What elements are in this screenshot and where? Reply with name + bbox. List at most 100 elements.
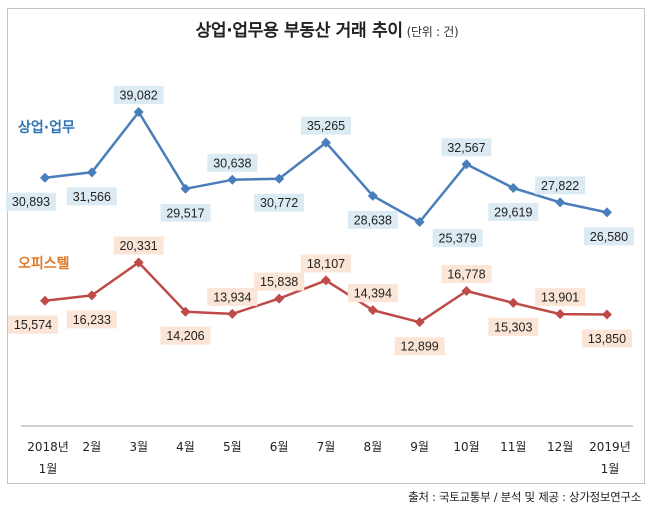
data-label-background <box>441 265 492 284</box>
data-point-marker <box>461 286 472 297</box>
series-layer: 상업·업무 30,893 31,566 39,082 29,517 30,638 30,77… <box>6 86 634 356</box>
data-label: 15,574 <box>14 318 52 332</box>
data-label-background <box>441 138 492 157</box>
series-name-label: 상업·업무 <box>18 120 75 136</box>
data-label-background <box>113 236 164 255</box>
data-point-marker <box>555 309 566 320</box>
data-label-background <box>581 329 632 348</box>
data-point-marker <box>180 183 191 194</box>
x-tick-label: 10월 <box>453 440 479 454</box>
data-label: 20,331 <box>120 239 158 253</box>
data-point-marker <box>508 182 519 193</box>
data-point-marker <box>180 306 191 317</box>
data-point-marker <box>274 293 285 304</box>
x-tick-label: 6월 <box>270 440 289 454</box>
data-label: 13,901 <box>541 291 579 305</box>
data-label-background <box>254 193 305 212</box>
data-label-background <box>583 227 634 246</box>
data-label: 15,838 <box>260 275 298 289</box>
data-label: 12,899 <box>401 340 439 354</box>
data-point-marker <box>133 107 144 117</box>
data-label-background <box>347 284 398 303</box>
x-tick-label: 2018년 <box>27 440 69 454</box>
data-label-background <box>300 254 351 273</box>
data-label: 29,619 <box>494 205 532 219</box>
x-tick-label: 8월 <box>363 440 382 454</box>
data-point-marker <box>601 207 612 218</box>
data-point-marker <box>274 173 285 184</box>
data-point-marker <box>555 197 566 208</box>
data-label: 18,107 <box>307 257 345 271</box>
series-name-label: 오피스텔 <box>18 256 70 272</box>
data-label: 28,638 <box>354 213 392 227</box>
x-tick-label: 3월 <box>129 440 148 454</box>
data-label: 14,206 <box>166 329 204 343</box>
data-label-background <box>160 326 211 345</box>
data-label-background <box>66 310 117 329</box>
data-label-background <box>207 153 258 172</box>
data-label: 14,394 <box>354 287 392 301</box>
chart-title: 상업·업무용 부동산 거래 추이 (단위 : 건) <box>0 16 654 41</box>
data-label-background <box>207 287 258 306</box>
x-tick-label: 4월 <box>176 440 195 454</box>
data-point-marker <box>601 309 612 320</box>
data-point-marker <box>40 172 50 183</box>
data-point-marker <box>367 305 378 316</box>
data-label: 26,580 <box>590 230 628 244</box>
data-label-background <box>113 86 164 104</box>
data-label: 31,566 <box>73 190 111 204</box>
x-tick-label: 1월 <box>601 462 620 476</box>
data-point-marker <box>86 290 97 301</box>
data-point-marker <box>414 317 425 328</box>
x-tick-label: 2월 <box>82 440 101 454</box>
data-point-marker <box>227 174 238 185</box>
data-label-background <box>394 337 445 356</box>
data-label: 15,303 <box>494 320 532 334</box>
data-label: 29,517 <box>166 206 204 220</box>
x-tick-label: 12월 <box>547 440 573 454</box>
data-label: 16,233 <box>73 313 111 327</box>
data-label: 30,638 <box>213 156 251 170</box>
data-label: 39,082 <box>120 89 158 103</box>
data-label: 25,379 <box>439 232 477 246</box>
data-label: 13,934 <box>213 290 251 304</box>
data-label-background <box>488 202 539 221</box>
data-label-background <box>347 210 398 229</box>
x-tick-label: 2019년 <box>589 440 631 454</box>
data-label: 13,850 <box>588 332 626 346</box>
data-point-marker <box>227 308 238 319</box>
x-tick-label: 5월 <box>223 440 242 454</box>
x-tick-label: 11월 <box>500 440 526 454</box>
data-label: 27,822 <box>541 179 579 193</box>
data-point-marker <box>40 295 50 306</box>
data-label-background <box>535 176 586 195</box>
data-label-background <box>300 116 351 135</box>
data-label-background <box>6 192 56 211</box>
data-label: 32,567 <box>447 141 485 155</box>
data-label-background <box>160 203 211 222</box>
data-label-background <box>535 288 586 307</box>
x-tick-label: 9월 <box>410 440 429 454</box>
data-label: 35,265 <box>307 119 345 133</box>
data-point-marker <box>414 217 425 227</box>
data-point-marker <box>508 297 519 308</box>
data-point-marker <box>86 167 97 178</box>
x-tick-label: 7월 <box>317 440 336 454</box>
data-label: 16,778 <box>447 268 485 282</box>
series-commercial-office: 상업·업무 30,893 31,566 39,082 29,517 30,638 30,77… <box>6 86 634 247</box>
data-label-background <box>432 229 483 247</box>
x-axis-ticks: 2018년 1월 2월 3월 4월 5월 6월 7월 8월 9월 10월 11월 12월 2019년 1월 <box>27 440 631 476</box>
data-label: 30,893 <box>12 195 50 209</box>
data-point-marker <box>461 159 472 170</box>
chart-title-text: 상업·업무용 부동산 거래 추이 <box>195 21 403 41</box>
unit-note: (단위 : 건) <box>406 25 459 39</box>
data-point-marker <box>367 190 378 201</box>
data-label: 30,772 <box>260 196 298 210</box>
data-point-marker <box>320 137 331 148</box>
source-note: 출처 : 국토교통부 / 분석 및 제공 : 상가정보연구소 <box>408 490 641 504</box>
data-label-background <box>66 187 117 206</box>
chart-frame <box>7 8 645 484</box>
data-label-background <box>488 317 539 336</box>
data-label-background <box>254 272 305 291</box>
